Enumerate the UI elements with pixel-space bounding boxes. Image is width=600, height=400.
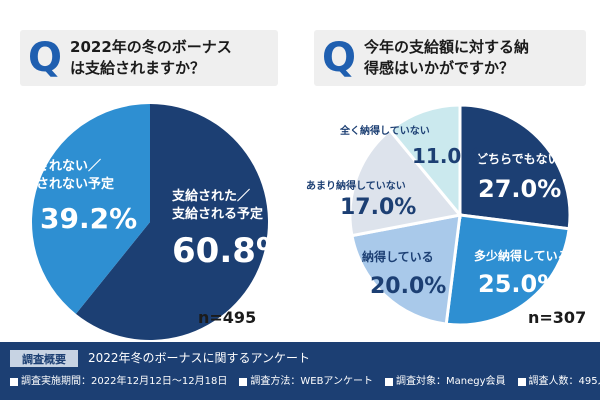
slice-category-label: 支給される予定 [171,206,263,222]
bullet-square-icon [385,378,393,386]
pie-chart-bonus-payment: 支給された／ 支給される予定 60.8% 支給されない／ 支給されない予定 39.2% [0,0,300,342]
survey-summary-footer: 調査概要 2022年冬のボーナスに関するアンケート 調査実施期間：2022年12… [0,342,600,400]
survey-detail-text: 調査人数：495人 [529,375,600,389]
right-panel: Q 今年の支給額に対する納 得感はいかがですか？ どちらでもない 27.0% 多少納… [300,0,600,342]
bullet-square-icon [10,378,18,386]
survey-title: 2022年冬のボーナスに関するアンケート [88,350,310,367]
slice-value-label: 11.0% [412,144,481,168]
slice-value-label: 20.0% [370,274,446,299]
slice-category-label: どちらでもない [476,152,560,166]
slice-category-label: 全く納得していない [339,124,430,137]
slice-category-label: 支給された／ [171,188,250,204]
survey-detail-item: 調査方法：WEBアンケート [239,375,373,389]
survey-detail-item: 調査実施期間：2022年12月12日〜12月18日 [10,375,227,389]
sample-size-label: n=307 [528,308,586,327]
slice-value-label: 17.0% [340,195,416,220]
survey-detail-item: 調査対象：Manegy会員 [385,375,506,389]
left-panel: Q 2022年の冬のボーナス は支給されますか？ 支給された／ 支給される予定 60… [0,0,300,342]
slice-value-label: 25.0% [478,270,561,298]
slice-category-label: 納得している [362,249,434,264]
survey-summary-badge: 調査概要 [10,350,78,367]
survey-detail-text: 調査方法：WEBアンケート [250,375,373,389]
survey-details: 調査実施期間：2022年12月12日〜12月18日 調査方法：WEBアンケート … [10,375,600,389]
slice-value-label: 39.2% [40,202,137,235]
survey-detail-text: 調査実施期間：2022年12月12日〜12月18日 [21,375,227,389]
bullet-square-icon [518,378,526,386]
slice-value-label: 60.8% [172,231,290,271]
pie-chart-satisfaction: どちらでもない 27.0% 多少納得している 25.0% 納得している 20.0% あまり納… [300,0,600,342]
slice-category-label: 支給されない／ [9,158,101,174]
survey-detail-item: 調査人数：495人 [518,375,600,389]
sample-size-label: n=495 [198,308,256,327]
slice-category-label: 多少納得している [474,248,570,263]
slice-category-label: あまり納得していない [306,179,406,192]
slice-category-label: 支給されない予定 [9,176,114,192]
bullet-square-icon [239,378,247,386]
survey-detail-text: 調査対象：Manegy会員 [396,375,506,389]
slice-value-label: 27.0% [478,175,561,203]
